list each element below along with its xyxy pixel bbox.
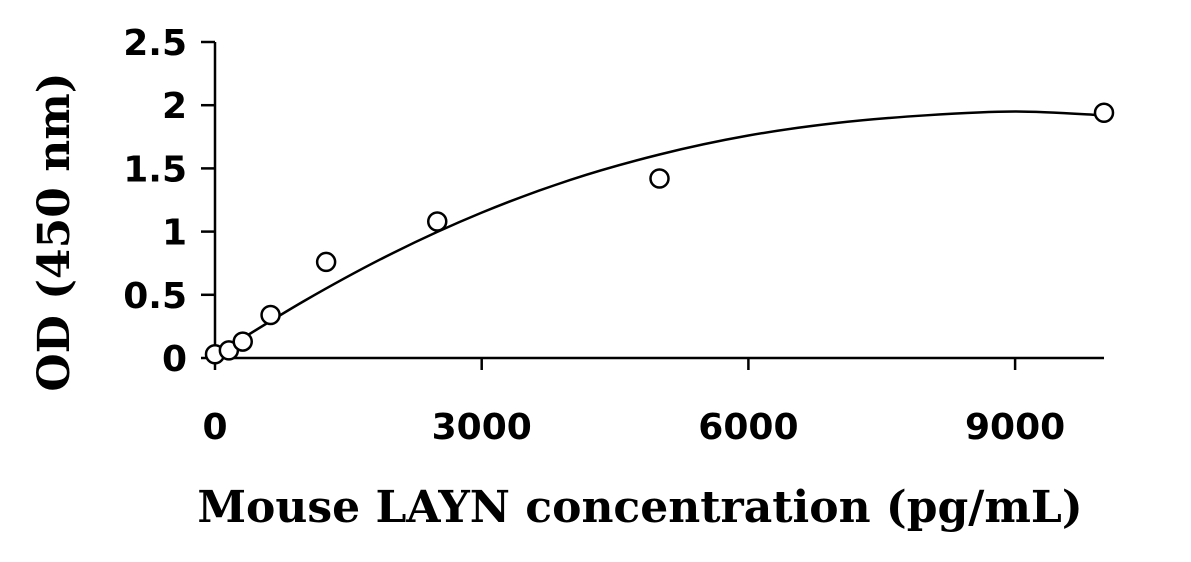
data-point [649, 168, 670, 189]
x-tick-label: 9000 [965, 407, 1065, 448]
y-tick-label: 1 [162, 213, 187, 254]
data-point [315, 251, 337, 273]
x-axis: 0 3000 6000 9000 [202, 356, 1104, 448]
x-tick-label: 3000 [432, 407, 532, 448]
y-tick-label: 0.5 [123, 276, 187, 317]
y-tick-label: 2.5 [123, 23, 187, 64]
data-point [260, 304, 281, 326]
y-tick-label: 1.5 [123, 149, 187, 190]
y-axis-title: OD (450 nm) [29, 72, 80, 391]
data-point [427, 211, 448, 232]
y-tick-label: 0 [162, 339, 187, 380]
data-point [232, 331, 253, 352]
fit-curve [214, 110, 1105, 357]
y-tick-label: 2 [162, 86, 187, 127]
data-point [1093, 102, 1115, 124]
fit-curve-layer [214, 110, 1105, 357]
x-tick-label: 6000 [698, 407, 798, 448]
x-axis-title: Mouse LAYN concentration (pg/mL) [197, 482, 1082, 533]
data-points-layer [204, 102, 1115, 365]
y-axis: 0 0.5 1 1.5 2 2.5 [123, 23, 217, 380]
x-tick-label: 0 [202, 407, 227, 448]
